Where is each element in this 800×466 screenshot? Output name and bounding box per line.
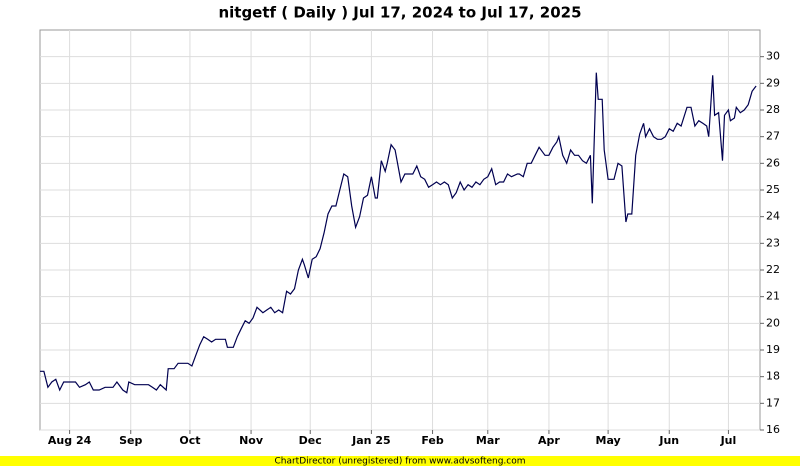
y-tick-label: 30 <box>766 50 780 63</box>
y-tick-label: 20 <box>766 316 780 329</box>
x-tick-label: Mar <box>476 434 500 447</box>
x-tick-label: Jun <box>658 434 679 447</box>
y-tick-label: 18 <box>766 370 780 383</box>
footer-bar <box>0 456 800 466</box>
x-tick-label: Aug 24 <box>48 434 92 447</box>
y-tick-label: 16 <box>766 423 780 436</box>
y-tick-label: 21 <box>766 290 780 303</box>
x-tick-label: Nov <box>239 434 264 447</box>
plot-area <box>39 29 761 431</box>
x-tick-label: Jan 25 <box>351 434 390 447</box>
footer: ChartDirector (unregistered) from www.ad… <box>274 457 525 466</box>
x-tick-label: May <box>596 434 621 447</box>
x-tick-label: Sep <box>119 434 142 447</box>
x-tick-label: Oct <box>179 434 200 447</box>
y-tick-label: 28 <box>766 103 780 116</box>
x-tick-label: Feb <box>421 434 444 447</box>
x-tick-label: Dec <box>299 434 322 447</box>
x-tick-label: Apr <box>538 434 560 447</box>
y-tick-label: 24 <box>766 210 780 223</box>
chart-title: nitgetf ( Daily ) Jul 17, 2024 to Jul 17… <box>218 4 581 22</box>
y-tick-label: 17 <box>766 396 780 409</box>
y-tick-label: 29 <box>766 76 780 89</box>
y-tick-label: 23 <box>766 236 780 249</box>
x-tick-label: Jul <box>720 434 737 447</box>
y-tick-label: 19 <box>766 343 780 356</box>
y-tick-label: 27 <box>766 130 780 143</box>
price-line <box>40 72 757 394</box>
y-tick-label: 25 <box>766 183 780 196</box>
y-tick-label: 26 <box>766 156 780 169</box>
y-tick-label: 22 <box>766 263 780 276</box>
